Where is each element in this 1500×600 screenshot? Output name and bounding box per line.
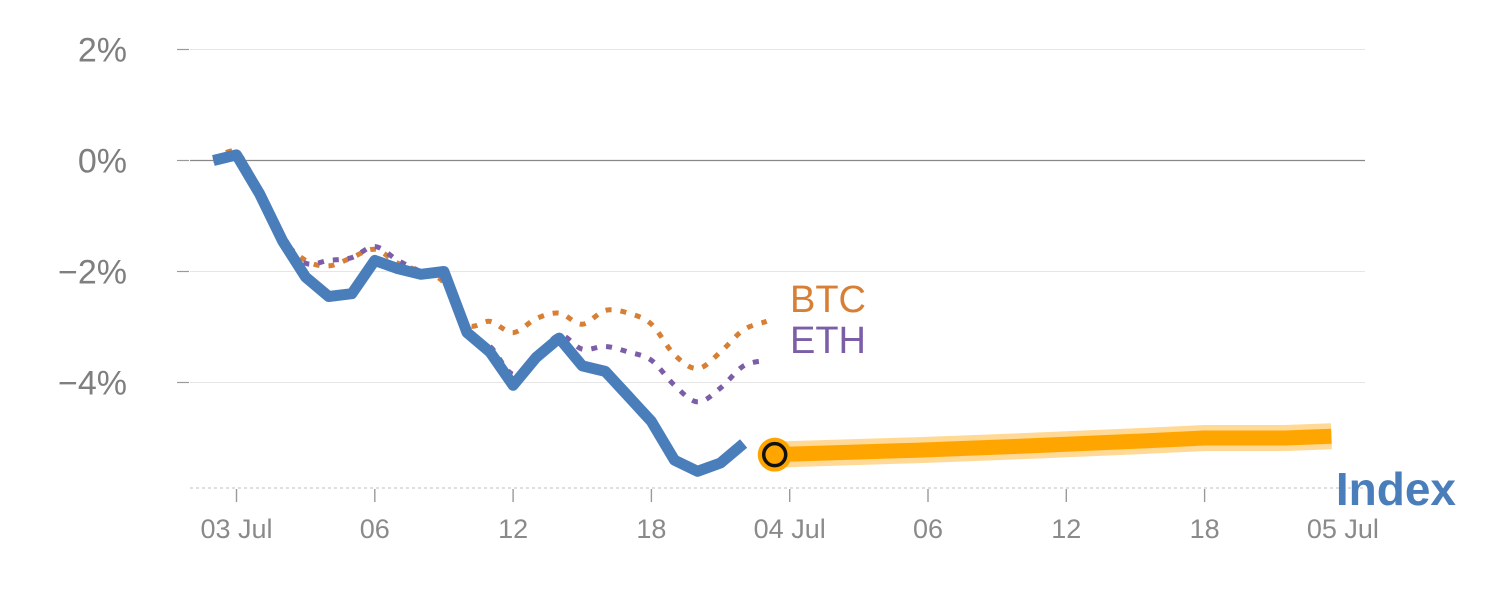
index-series-label: Index xyxy=(1336,463,1457,515)
x-tick-label: 06 xyxy=(913,514,943,544)
gridlines xyxy=(190,49,1365,489)
eth-series-line xyxy=(212,153,768,405)
x-tick-label: 18 xyxy=(1190,514,1220,544)
y-tick-label: −4% xyxy=(58,365,127,403)
x-tick-label: 06 xyxy=(360,514,390,544)
index-series-line xyxy=(212,149,748,477)
y-tick-label: 0% xyxy=(78,143,127,181)
x-tick-label: 12 xyxy=(1051,514,1081,544)
x-tick-label: 05 Jul xyxy=(1307,514,1379,544)
x-tick-label: 04 Jul xyxy=(754,514,826,544)
eth-series-label: ETH xyxy=(790,320,866,362)
y-tick-label: 2% xyxy=(78,32,127,70)
x-axis: 03 Jul 06 12 18 04 Jul 06 12 18 05 Jul xyxy=(200,489,1379,544)
series-labels: BTC ETH Index xyxy=(790,279,1456,515)
btc-series-label: BTC xyxy=(790,279,866,321)
y-tick-label: −2% xyxy=(58,254,127,292)
btc-series-line xyxy=(212,148,768,372)
x-tick-label: 12 xyxy=(498,514,528,544)
current-value-marker xyxy=(761,441,788,468)
series xyxy=(212,148,1332,477)
projection-line xyxy=(774,428,1332,463)
x-tick-label: 18 xyxy=(636,514,666,544)
x-tick-label: 03 Jul xyxy=(200,514,272,544)
y-axis: 2% 0% −2% −4% xyxy=(58,32,189,403)
